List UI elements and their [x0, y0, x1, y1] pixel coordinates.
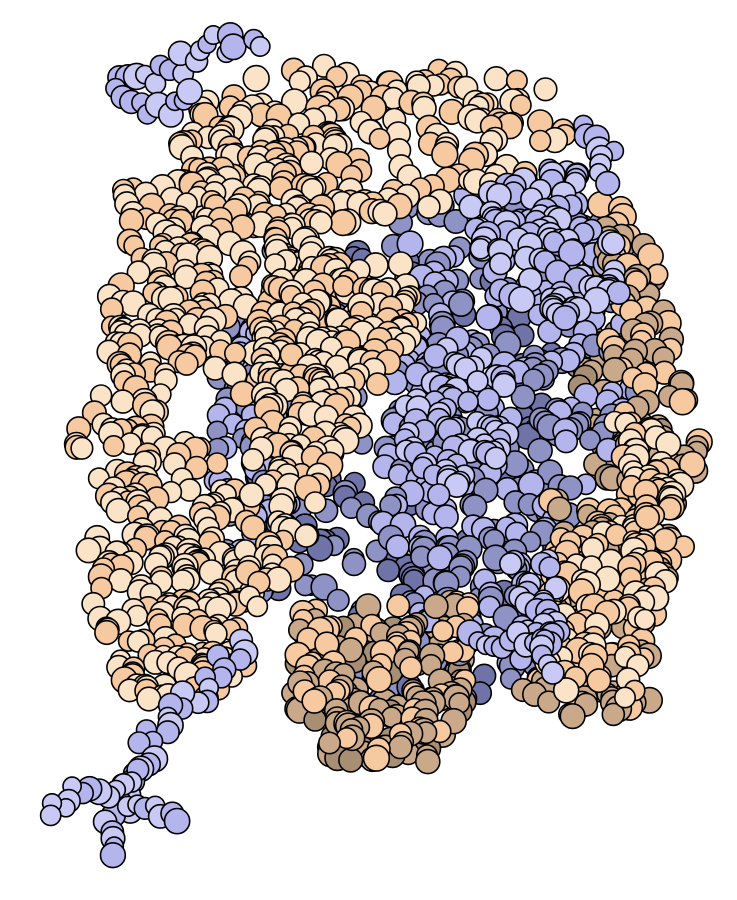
protein-core-atom — [326, 588, 350, 612]
dna-strand-bottom-atom — [388, 734, 413, 760]
protein-core-atom — [538, 556, 561, 579]
protein-core-atom — [554, 429, 579, 454]
protein-core-atom — [385, 534, 410, 559]
protein-core-atom — [458, 194, 484, 220]
dna-strand-left-atom — [75, 537, 102, 564]
dna-strand-top-atom — [242, 64, 270, 93]
protein-core-atom — [476, 387, 501, 412]
protein-tail-bottom-left-atom — [99, 841, 127, 869]
protein-core-atom — [376, 558, 401, 583]
dna-strand-left-atom — [303, 491, 327, 515]
dna-strand-bottom-atom — [338, 747, 364, 773]
protein-core-atom — [551, 304, 578, 331]
dna-strand-bottom-atom — [365, 665, 393, 693]
dna-strand-left-atom — [332, 275, 355, 298]
protein-core-atom — [510, 384, 536, 410]
dna-strand-left-atom — [136, 686, 162, 712]
dna-strand-bottom-atom — [423, 593, 449, 620]
dna-strand-left-atom — [102, 434, 125, 457]
dna-strand-right-atom — [552, 677, 580, 704]
dna-strand-top-atom — [416, 195, 441, 220]
dna-strand-bottom-atom — [317, 731, 341, 755]
protein-core-atom — [427, 483, 451, 507]
dna-strand-left-atom — [279, 342, 304, 367]
dna-strand-left-atom — [228, 264, 253, 289]
protein-core-atom — [491, 372, 517, 398]
dna-strand-left-atom — [94, 619, 120, 646]
molecule-front-layer — [39, 22, 706, 869]
protein-tail-bottom-left-atom — [163, 807, 191, 835]
dna-strand-left-atom — [238, 482, 265, 508]
protein-tail-top-left-atom — [176, 77, 204, 105]
protein-core-atom — [499, 552, 523, 576]
dna-strand-bottom-atom — [386, 593, 411, 618]
dna-strand-bottom-atom — [399, 656, 423, 680]
protein-core-atom — [595, 170, 621, 196]
protein-tail-top-left-atom — [249, 35, 271, 57]
dna-strand-bottom-atom — [414, 748, 441, 775]
protein-core-atom — [457, 390, 479, 413]
dna-strand-left-atom — [240, 514, 266, 541]
protein-core-atom — [601, 231, 626, 256]
dna-strand-top-atom — [309, 210, 333, 235]
dna-strand-bottom-atom — [431, 619, 454, 643]
dna-strand-left-atom — [70, 436, 94, 460]
dna-strand-left-atom — [365, 372, 390, 396]
dna-strand-left-atom — [174, 351, 199, 376]
dna-strand-top-atom — [505, 69, 528, 92]
dna-strand-right-atom — [634, 505, 660, 531]
dna-strand-left-atom — [126, 260, 151, 285]
dna-strand-left-atom — [294, 523, 319, 548]
protein-core-atom — [508, 285, 536, 314]
protein-core-atom — [466, 370, 489, 393]
dna-strand-top-atom — [431, 140, 459, 169]
protein-core-atom — [341, 551, 367, 577]
dna-strand-left-atom — [105, 497, 132, 524]
protein-tail-top-left-atom — [219, 33, 247, 61]
dna-strand-top-atom — [483, 65, 509, 92]
dna-strand-bottom-atom — [337, 637, 364, 663]
dna-strand-left-atom — [387, 251, 414, 278]
dna-strand-right-atom — [586, 668, 612, 694]
dna-strand-left-atom — [206, 452, 229, 475]
protein-tail-bottom-left-atom — [127, 731, 151, 755]
dna-strand-right-atom — [613, 686, 636, 709]
dna-strand-bottom-atom — [362, 744, 391, 772]
dna-strand-top-atom — [372, 201, 398, 227]
protein-core-atom — [579, 428, 601, 451]
dna-strand-left-atom — [224, 342, 247, 365]
protein-core-atom — [540, 661, 565, 685]
protein-core-atom — [475, 304, 502, 331]
dna-strand-right-atom — [678, 450, 706, 478]
dna-strand-right-atom — [652, 527, 678, 553]
dna-strand-top-atom — [528, 129, 552, 153]
dna-strand-top-atom — [299, 150, 324, 176]
dna-strand-top-atom — [329, 209, 357, 237]
dna-strand-right-atom — [668, 387, 697, 416]
dna-strand-right-atom — [537, 690, 561, 714]
dna-strand-right-atom — [601, 702, 626, 727]
protein-core-atom — [426, 544, 453, 571]
protein-core-atom — [606, 280, 631, 306]
dna-strand-right-atom — [546, 496, 573, 522]
dna-strand-top-atom — [533, 77, 558, 102]
protein-core-atom — [484, 446, 508, 470]
dna-strand-left-atom — [241, 447, 265, 472]
dna-strand-bottom-atom — [301, 688, 328, 714]
protein-core-atom — [488, 252, 512, 276]
protein-core-atom — [557, 238, 586, 267]
dna-strand-top-atom — [368, 127, 391, 150]
protein-tail-bottom-left-atom — [39, 804, 62, 827]
dna-strand-right-atom — [559, 702, 586, 730]
dna-strand-left-atom — [110, 389, 136, 414]
protein-core-atom — [448, 290, 475, 317]
dna-strand-left-atom — [246, 595, 269, 618]
protein-core-atom — [527, 437, 553, 464]
dna-strand-right-atom — [634, 608, 656, 631]
protein-core-atom — [433, 504, 459, 530]
